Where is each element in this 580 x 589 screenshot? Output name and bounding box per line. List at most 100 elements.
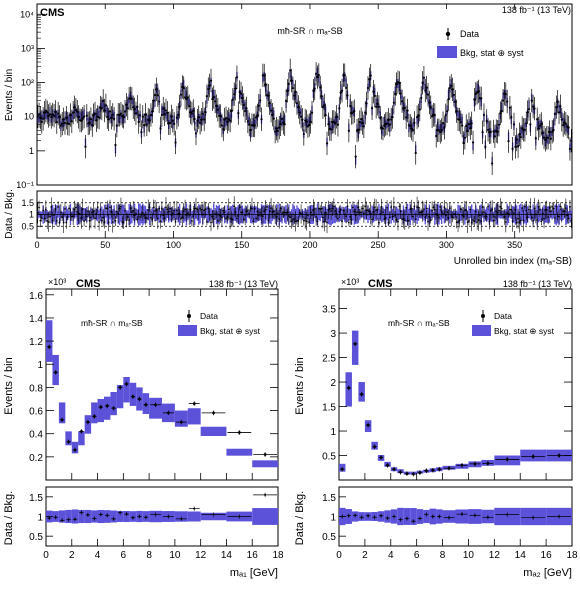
- top-ratio-point: [532, 219, 535, 222]
- top-data-point: [392, 101, 395, 104]
- top-ratio-point: [62, 221, 65, 224]
- top-data-point: [188, 104, 191, 108]
- bl-cms-label: CMS: [76, 278, 100, 290]
- top-ratio-point: [377, 221, 380, 224]
- top-ratio-point: [50, 205, 53, 208]
- top-ratio-point: [507, 213, 510, 215]
- top-ratio-point: [492, 219, 495, 222]
- top-ratio-point: [169, 207, 171, 210]
- top-data-point: [448, 86, 451, 90]
- top-data-point: [160, 113, 163, 117]
- top-ratio-point: [245, 210, 248, 213]
- br-main-frame: [338, 288, 573, 481]
- top-ratio-point: [57, 206, 60, 208]
- top-ratio-point: [221, 216, 223, 219]
- br-ratio-point: [373, 516, 376, 519]
- top-ratio-point: [413, 205, 416, 208]
- top-ratio-point: [354, 214, 357, 217]
- top-ratio-point: [88, 219, 91, 222]
- bl-legend: Data Bkg, stat ⊕ syst: [178, 310, 261, 336]
- top-data-point: [518, 133, 521, 136]
- top-data-point: [151, 110, 154, 113]
- top-ratio-point: [249, 207, 252, 210]
- br-main-plot: [339, 330, 572, 477]
- top-ratio-point: [373, 206, 376, 209]
- top-ratio-point: [87, 210, 90, 213]
- top-data-point: [36, 115, 39, 118]
- top-ratio-point: [317, 207, 320, 210]
- top-ratio-point: [155, 209, 158, 211]
- top-data-point: [496, 130, 499, 133]
- bl-data-point: [192, 402, 196, 405]
- top-data-point: [260, 118, 263, 121]
- top-data-point: [200, 118, 203, 121]
- top-ratio-point: [160, 207, 163, 210]
- top-data-point: [556, 100, 559, 103]
- top-ratio-point: [427, 220, 429, 223]
- bl-y-tick-label: 1.6: [29, 291, 43, 302]
- br-y-tick-label: 3.5: [322, 305, 336, 316]
- top-data-point: [454, 100, 457, 103]
- top-ratio-y-tick-label: 1.5: [21, 198, 34, 208]
- bl-x-ticks: 0 2 4 6 8 10 12 14 16 18: [43, 289, 284, 561]
- top-y-tick-label: 10⁴: [20, 9, 34, 19]
- top-ratio-point: [65, 221, 68, 224]
- top-ratio-point: [313, 208, 316, 210]
- bl-legend-bkg-label: Bkg, stat ⊕ syst: [200, 326, 261, 336]
- top-data-point: [113, 117, 116, 120]
- top-ratio-point: [302, 219, 305, 222]
- top-ratio-point: [301, 213, 304, 216]
- br-data-point: [486, 461, 490, 465]
- bl-ratio-point: [99, 513, 102, 516]
- top-data-point: [295, 102, 299, 105]
- top-data-point: [422, 76, 426, 79]
- bl-ratio-point: [48, 517, 51, 520]
- top-ratio-point: [462, 215, 465, 218]
- top-data-point: [269, 109, 273, 112]
- top-data-point: [107, 118, 110, 121]
- top-data-point: [153, 94, 157, 97]
- top-ratio-point: [291, 218, 294, 221]
- top-data-point: [325, 142, 329, 145]
- top-data-point: [301, 118, 304, 121]
- top-data-point: [235, 76, 239, 79]
- top-data-point: [413, 121, 416, 124]
- top-data-point: [507, 140, 510, 143]
- bl-ratio-point: [125, 513, 128, 516]
- bl-main-plot: [46, 320, 278, 468]
- top-data-point: [435, 134, 438, 138]
- br-cms-label: CMS: [368, 278, 392, 290]
- top-data-point: [313, 87, 316, 90]
- top-ratio-point: [433, 208, 436, 211]
- top-data-point: [103, 109, 106, 112]
- top-data-point: [158, 100, 161, 103]
- top-data-point: [57, 112, 60, 115]
- top-data-point: [166, 111, 169, 114]
- bl-ratio-band: [58, 510, 66, 523]
- top-ratio-point: [529, 205, 532, 208]
- top-ratio-point: [429, 219, 432, 222]
- top-data-point: [349, 104, 352, 107]
- top-ratio-point: [74, 206, 77, 209]
- top-ratio-point: [365, 209, 368, 212]
- bl-data-point: [86, 420, 90, 424]
- br-ratio-point: [438, 515, 441, 518]
- br-y-tick-label: 1: [330, 427, 336, 438]
- top-ratio-point: [38, 206, 40, 209]
- top-ratio-point: [528, 208, 530, 211]
- top-ratio-point: [428, 215, 431, 218]
- top-ratio-point: [323, 220, 326, 223]
- top-ratio-point: [66, 216, 69, 218]
- bl-data-point: [54, 370, 58, 374]
- top-data-point: [73, 106, 76, 109]
- top-x-axis-label: Unrolled bin index (mₐ-SB): [454, 256, 572, 267]
- top-data-point: [207, 87, 210, 91]
- top-ratio-point: [356, 211, 358, 214]
- top-data-point: [245, 107, 248, 110]
- br-ratio-band: [410, 508, 417, 525]
- bl-ratio-point: [264, 493, 267, 496]
- bl-bkg-band: [226, 448, 253, 456]
- top-main-y-ticks: 1 10 10² 10³ 10⁴ 10⁻¹: [16, 9, 45, 190]
- top-ratio-point: [570, 219, 573, 222]
